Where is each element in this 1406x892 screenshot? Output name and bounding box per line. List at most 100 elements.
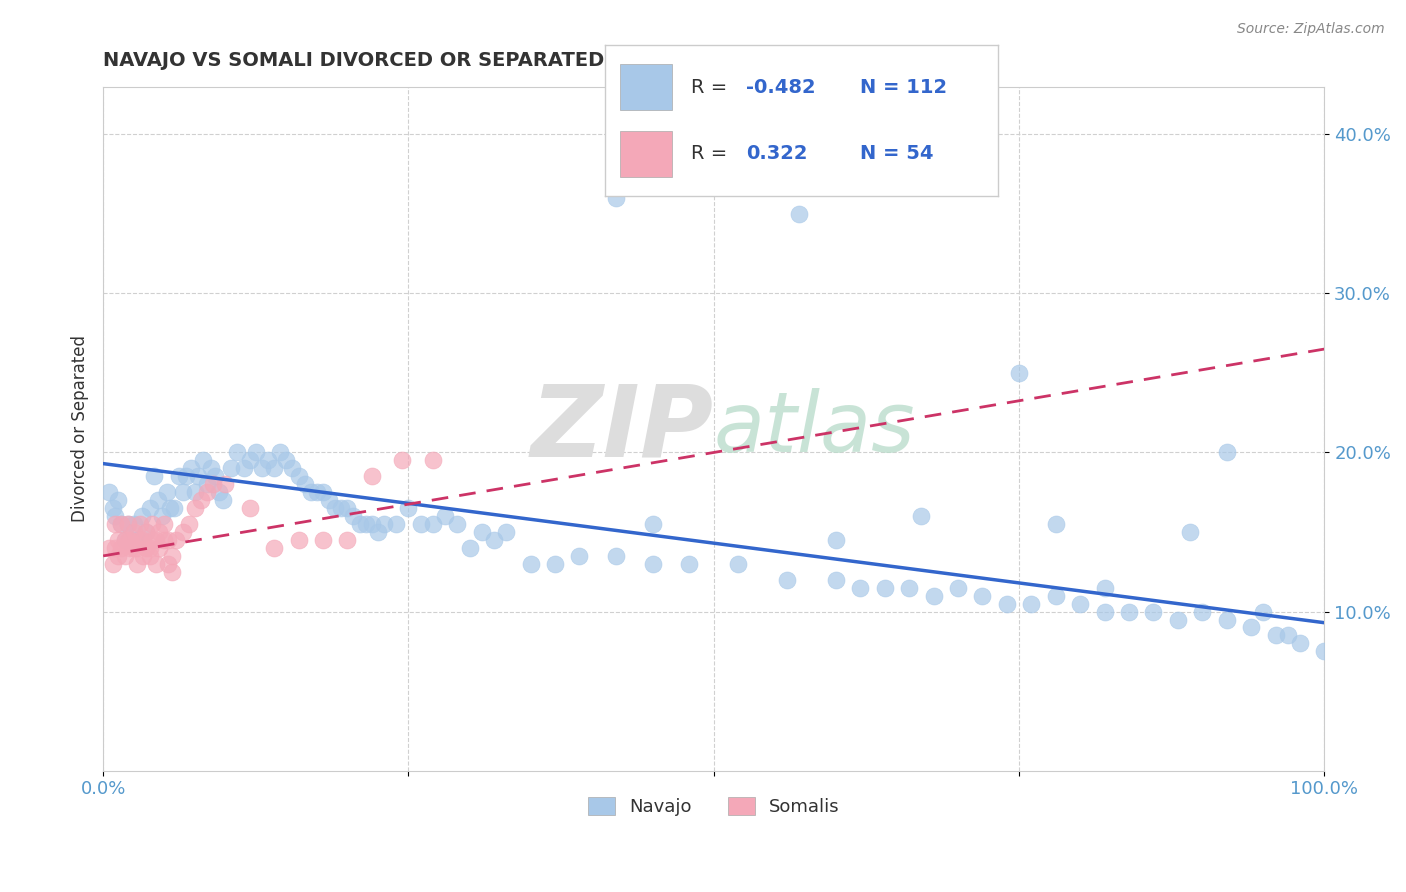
Point [336,501,359,516]
Point [202,477,225,491]
Point [138,549,160,563]
Point [127,541,149,555]
Point [1191,605,1213,619]
Point [167,469,190,483]
Point [263,461,285,475]
Point [232,461,254,475]
Point [727,557,749,571]
Point [281,461,304,475]
Point [605,191,627,205]
Point [360,469,382,483]
Point [214,477,236,491]
Point [354,517,377,532]
Text: atlas: atlas [714,388,915,469]
Point [122,541,145,555]
Text: N = 112: N = 112 [860,78,948,96]
Point [1264,628,1286,642]
Point [135,524,157,539]
Point [127,557,149,571]
Point [1045,589,1067,603]
Point [257,453,280,467]
Point [409,517,432,532]
Point [946,581,969,595]
Point [922,589,945,603]
Point [143,469,166,483]
Point [1069,597,1091,611]
Point [107,533,129,547]
Point [117,533,139,547]
Point [145,533,167,547]
Point [107,549,129,563]
Point [1215,445,1237,459]
Point [114,533,136,547]
Point [148,541,170,555]
Point [104,517,127,532]
Point [1094,605,1116,619]
Point [330,501,353,516]
Point [98,485,121,500]
Point [1277,628,1299,642]
Point [605,549,627,563]
Point [1045,517,1067,532]
Point [1008,366,1031,380]
Point [172,524,194,539]
Point [160,549,183,563]
Point [1019,597,1042,611]
Point [187,469,209,483]
Point [641,557,664,571]
Text: R =: R = [692,145,734,163]
Point [873,581,896,595]
Point [458,541,481,555]
Point [114,549,136,563]
Point [128,533,150,547]
Point [156,533,179,547]
Point [360,517,382,532]
Point [146,493,169,508]
Point [495,524,517,539]
Point [117,517,139,532]
Point [312,485,335,500]
Point [195,477,218,491]
Point [110,517,132,532]
Point [118,533,141,547]
Point [825,533,848,547]
Point [1289,636,1312,650]
Point [141,533,163,547]
Point [226,445,249,459]
Point [211,493,233,508]
Point [183,501,205,516]
Point [898,581,921,595]
Point [239,453,262,467]
Point [995,597,1018,611]
Point [165,533,187,547]
Point [1094,581,1116,595]
Point [1215,613,1237,627]
Point [177,517,200,532]
Point [138,501,160,516]
Point [276,453,298,467]
Point [312,533,335,547]
Point [195,485,218,500]
Point [1253,605,1275,619]
Point [118,533,141,547]
Point [269,445,291,459]
Point [849,581,872,595]
Point [287,533,309,547]
Point [336,533,359,547]
Point [160,565,183,579]
Legend: Navajo, Somalis: Navajo, Somalis [581,789,848,823]
Bar [620,131,672,177]
Point [110,517,132,532]
Point [132,549,155,563]
Point [1178,524,1201,539]
Point [131,509,153,524]
Point [138,541,160,555]
Point [159,501,181,516]
Point [446,517,468,532]
Point [1118,605,1140,619]
Point [153,533,176,547]
Point [422,453,444,467]
Point [323,501,346,516]
Point [299,485,322,500]
Point [180,461,202,475]
